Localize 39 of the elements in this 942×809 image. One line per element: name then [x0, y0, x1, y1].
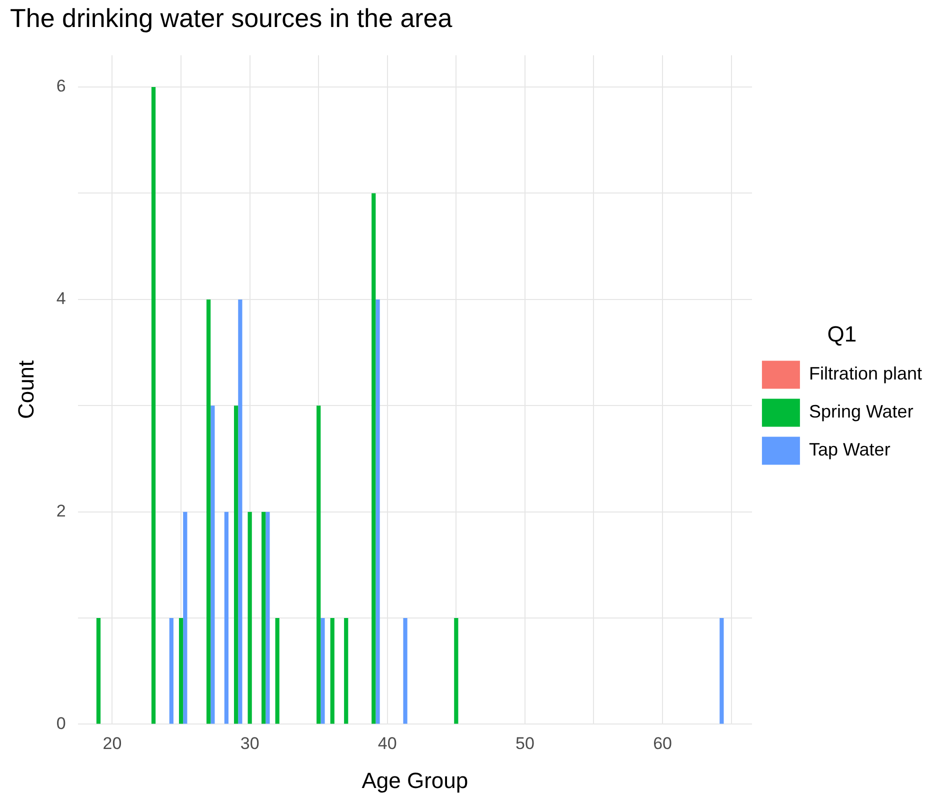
y-tick-label: 0 — [56, 714, 66, 733]
bar — [376, 299, 380, 724]
bar — [248, 512, 252, 724]
bar — [210, 406, 215, 724]
bar — [720, 618, 724, 724]
bar — [403, 618, 408, 724]
bar — [262, 512, 266, 724]
chart-title: The drinking water sources in the area — [10, 2, 453, 33]
y-tick-label: 2 — [56, 502, 66, 521]
bar — [224, 512, 228, 724]
bar — [151, 87, 156, 724]
legend-title: Q1 — [827, 321, 857, 346]
y-axis-title: Count — [13, 360, 38, 420]
bar — [372, 193, 376, 724]
x-axis-title: Age Group — [362, 768, 468, 793]
bar — [183, 512, 188, 724]
x-tick-label: 40 — [378, 734, 397, 754]
bar — [206, 299, 211, 724]
legend-label: Filtration plant — [808, 364, 922, 384]
x-tick-label: 20 — [102, 734, 122, 754]
y-tick-label: 6 — [56, 76, 66, 96]
bar — [266, 512, 270, 724]
bar — [316, 406, 321, 724]
x-tick-label: 30 — [240, 734, 260, 754]
bar — [234, 406, 238, 724]
y-tick-label: 4 — [56, 289, 66, 308]
legend-label: Tap Water — [808, 440, 890, 460]
bar — [320, 618, 325, 724]
bar — [238, 299, 242, 724]
legend-label: Spring Water — [808, 402, 914, 422]
bar — [344, 618, 348, 724]
bar — [330, 618, 334, 724]
bar — [275, 618, 280, 724]
x-tick-label: 50 — [515, 734, 534, 754]
bar — [169, 618, 174, 724]
bar — [454, 618, 458, 724]
bar — [178, 618, 184, 724]
bar — [96, 618, 101, 724]
x-tick-label: 60 — [653, 734, 672, 754]
